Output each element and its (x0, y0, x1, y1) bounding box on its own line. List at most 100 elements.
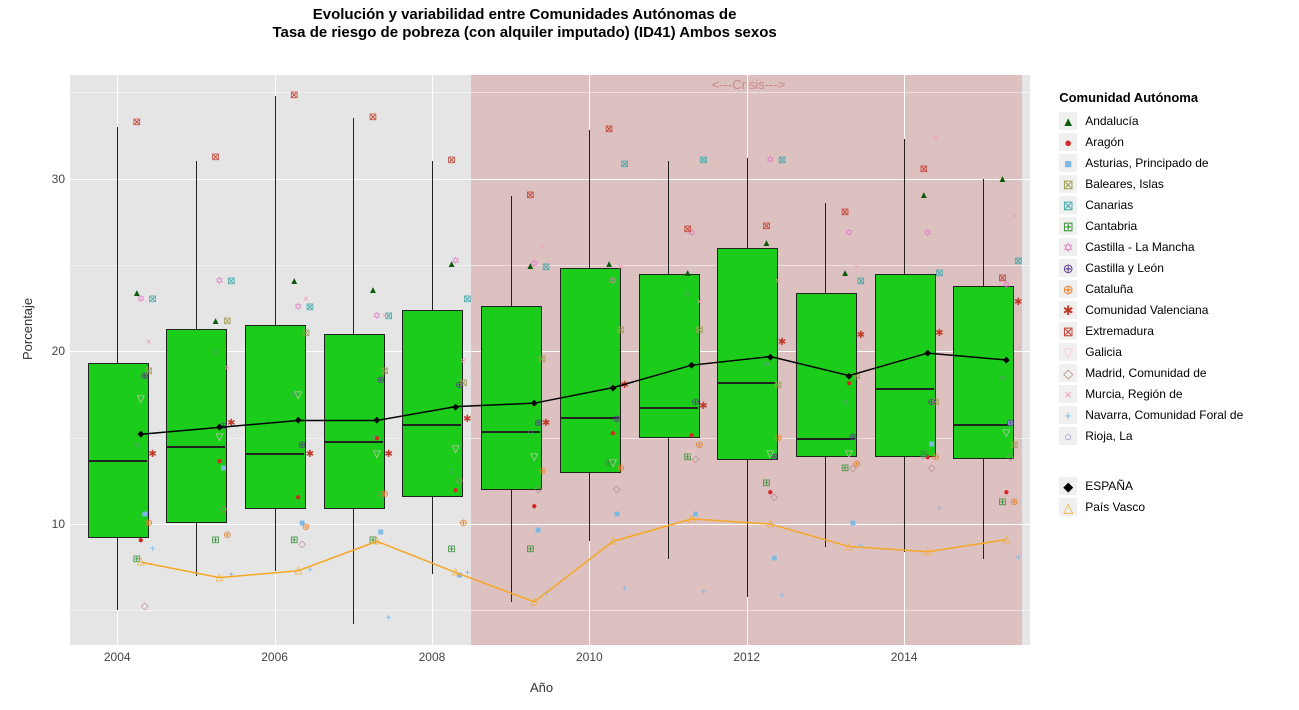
point-murcia: × (933, 134, 939, 144)
legend-item: ✱Comunidad Valenciana (1059, 300, 1299, 320)
point-madrid: ◇ (692, 455, 700, 465)
legend-item-label: Comunidad Valenciana (1085, 303, 1208, 317)
paisvasco-marker: △ (845, 542, 853, 552)
point-galicia: ▽ (530, 453, 538, 463)
point-canarias: ⊠ (227, 277, 235, 287)
point-cataluña: ⊕ (774, 434, 782, 444)
spain-marker: ◆ (295, 416, 302, 425)
legend-item: ▲Andalucía (1059, 111, 1299, 131)
point-castillaleon: ⊕ (927, 398, 935, 408)
paisvasco-marker: △ (924, 547, 932, 557)
point-rioja: ○ (921, 453, 927, 463)
x-tick-label: 2004 (97, 650, 137, 664)
point-canarias: ⊠ (621, 160, 629, 170)
point-comvalenciana: ✱ (935, 329, 943, 339)
spain-marker: ◆ (531, 399, 538, 408)
point-extremadura: ⊠ (762, 222, 770, 232)
y-tick-label: 10 (25, 517, 65, 531)
legend: Comunidad Autónoma ▲Andalucía●Aragón■Ast… (1049, 0, 1299, 710)
legend-item: ◇Madrid, Comunidad de (1059, 363, 1299, 383)
point-comvalenciana: ✱ (463, 415, 471, 425)
legend-item: ⊞Cantabria (1059, 216, 1299, 236)
x-axis-label: Año (530, 680, 553, 695)
point-cantabria: ⊞ (526, 545, 534, 555)
point-canarias: ⊠ (463, 295, 471, 305)
paisvasco-marker: △ (373, 536, 381, 546)
legend-item-label: Castilla y León (1085, 261, 1164, 275)
paisvasco-marker: △ (609, 536, 617, 546)
point-comvalenciana: ✱ (542, 419, 550, 429)
point-cataluña: ⊕ (538, 467, 546, 477)
point-canarias: ⊠ (148, 295, 156, 305)
point-rioja: ○ (685, 289, 691, 299)
point-murcia: × (854, 263, 860, 273)
point-navarra: + (386, 614, 392, 624)
point-galicia: ▽ (452, 445, 460, 455)
plot-panel: <---Crisis--->▲▲▲▲▲▲▲▲▲▲▲▲●●●●●●●●●●●●■■… (70, 75, 1030, 645)
legend-swatch-icon: + (1059, 406, 1077, 424)
point-navarra: + (228, 571, 234, 581)
legend-item: ✡Castilla - La Mancha (1059, 237, 1299, 257)
point-murcia: × (697, 298, 703, 308)
point-andalucía: ▲ (683, 269, 693, 279)
point-extremadura: ⊠ (133, 118, 141, 128)
point-cantabria: ⊞ (211, 536, 219, 546)
legend-item: ⊕Castilla y León (1059, 258, 1299, 278)
legend-swatch-icon: ▲ (1059, 112, 1077, 130)
point-castillaleon: ⊕ (455, 381, 463, 391)
point-castillamancha: ✡ (924, 229, 932, 239)
point-comvalenciana: ✱ (148, 450, 156, 460)
point-murcia: × (618, 263, 624, 273)
spain-marker: ◆ (767, 352, 774, 361)
point-extremadura: ⊠ (920, 165, 928, 175)
spain-marker: ◆ (609, 383, 616, 392)
legend2-item-label: ESPAÑA (1085, 479, 1133, 493)
legend-swatch-icon: ▽ (1059, 343, 1077, 361)
point-castillamancha: ✡ (609, 277, 617, 287)
point-galicia: ▽ (137, 395, 145, 405)
point-rioja: ○ (134, 441, 140, 451)
point-rioja: ○ (370, 433, 376, 443)
legend-item: ×Murcia, Región de (1059, 384, 1299, 404)
point-murcia: × (1011, 212, 1017, 222)
point-madrid: ◇ (220, 505, 228, 515)
spain-marker: ◆ (452, 402, 459, 411)
point-navarra: + (858, 542, 864, 552)
chart-area: Evolución y variabilidad entre Comunidad… (0, 0, 1049, 710)
legend-item-label: Galicia (1085, 345, 1122, 359)
y-tick-label: 20 (25, 344, 65, 358)
legend-item: ⊠Canarias (1059, 195, 1299, 215)
point-castillaleon: ⊕ (849, 433, 857, 443)
crisis-label: <---Crisis---> (712, 77, 786, 92)
point-murcia: × (224, 364, 230, 374)
point-cataluña: ⊕ (302, 523, 310, 533)
legend-item-label: Asturias, Principado de (1085, 156, 1208, 170)
legend-item-label: Aragón (1085, 135, 1124, 149)
point-baleares: ⊠ (774, 381, 782, 391)
point-castillamancha: ✡ (530, 260, 538, 270)
point-asturias: ■ (850, 519, 856, 529)
point-extremadura: ⊠ (290, 91, 298, 101)
paisvasco-marker: △ (137, 557, 145, 567)
point-cantabria: ⊞ (998, 498, 1006, 508)
legend-item-label: Canarias (1085, 198, 1133, 212)
legend-item-label: Cantabria (1085, 219, 1137, 233)
point-castillamancha: ✡ (215, 277, 223, 287)
point-aragón: ● (689, 431, 695, 441)
point-canarias: ⊠ (542, 263, 550, 273)
paisvasco-marker: △ (294, 566, 302, 576)
point-comvalenciana: ✱ (384, 450, 392, 460)
point-canarias: ⊠ (306, 303, 314, 313)
point-castillamancha: ✡ (373, 312, 381, 322)
point-cantabria: ⊞ (841, 464, 849, 474)
point-madrid: ◇ (298, 540, 306, 550)
point-canarias: ⊠ (699, 156, 707, 166)
point-navarra: + (150, 545, 156, 555)
point-canarias: ⊠ (857, 277, 865, 287)
point-madrid: ◇ (141, 602, 149, 612)
point-galicia: ▽ (766, 450, 774, 460)
legend2-item: ◆ESPAÑA (1059, 476, 1299, 496)
point-andalucía: ▲ (919, 191, 929, 201)
point-cataluña: ⊕ (223, 531, 231, 541)
legend-item-label: Castilla - La Mancha (1085, 240, 1194, 254)
